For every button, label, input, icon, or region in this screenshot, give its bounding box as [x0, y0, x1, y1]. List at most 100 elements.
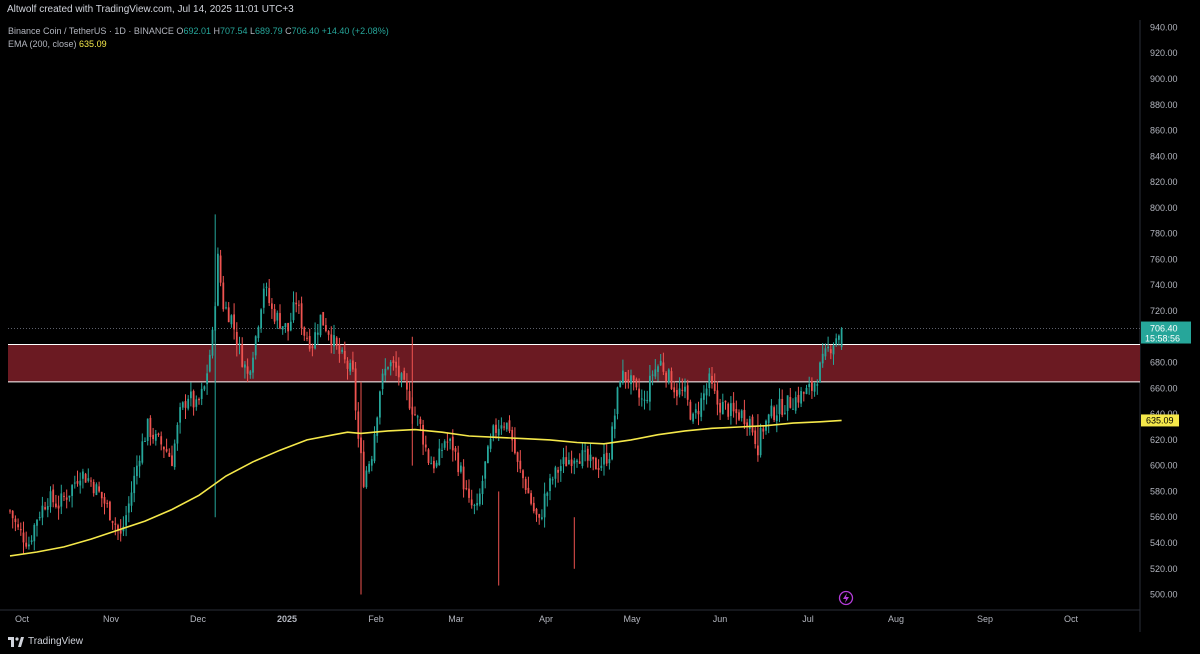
- candle-body: [797, 394, 800, 403]
- candle-body: [840, 328, 843, 348]
- candle-body: [792, 408, 794, 410]
- candle-body: [73, 482, 76, 484]
- candle-body: [22, 532, 25, 543]
- candle-body: [441, 449, 443, 451]
- chart-svg[interactable]: 940.00 920.00 900.00 880.00 860.00 840.00 820.…: [0, 20, 1200, 632]
- candle-body: [759, 427, 762, 456]
- candle-body: [289, 321, 292, 331]
- candle-body: [165, 449, 168, 452]
- candle-body: [311, 346, 314, 348]
- candle-body: [746, 422, 748, 428]
- candle-body: [838, 335, 840, 340]
- candle-body: [225, 307, 227, 309]
- candle-body: [635, 379, 638, 388]
- ema-label[interactable]: EMA (200, close): [8, 39, 77, 49]
- candle-body: [713, 383, 716, 392]
- price-tick-label: 660.00: [1150, 383, 1178, 393]
- tradingview-logo[interactable]: TradingView: [8, 636, 83, 647]
- candle-body: [276, 312, 279, 321]
- candle-body: [435, 462, 438, 467]
- candle-body: [381, 373, 384, 390]
- candle-body: [233, 314, 235, 330]
- candle-body: [379, 391, 381, 418]
- candle-body: [271, 303, 273, 309]
- candle-body: [738, 412, 740, 420]
- candle-body: [241, 344, 244, 367]
- candle-body: [171, 455, 173, 466]
- symbol-name[interactable]: Binance Coin / TetherUS · 1D · BINANCE: [8, 26, 174, 36]
- candle-body: [298, 304, 300, 306]
- price-tick-label: 940.00: [1150, 22, 1178, 32]
- candle-body: [284, 323, 287, 328]
- candle-body: [740, 410, 743, 419]
- time-tick-label: 2025: [277, 614, 297, 624]
- candle-body: [79, 480, 82, 486]
- candle-body: [219, 255, 222, 283]
- candle-body: [530, 493, 532, 504]
- candle-body: [352, 360, 354, 370]
- candle-body: [460, 465, 462, 472]
- candle-body: [554, 467, 557, 479]
- candle-body: [778, 398, 781, 415]
- candle-body: [813, 383, 816, 392]
- candle-body: [595, 458, 597, 470]
- candle-body: [449, 438, 451, 441]
- candle-body: [244, 364, 246, 368]
- candle-body: [149, 417, 152, 438]
- last-price-label: 706.40: [1150, 324, 1178, 334]
- candle-body: [508, 420, 511, 432]
- time-tick-label: May: [623, 614, 641, 624]
- candle-body: [68, 495, 71, 498]
- candle-body: [9, 510, 11, 512]
- candle-body: [762, 428, 765, 432]
- candle-body: [341, 349, 343, 352]
- candle-body: [551, 479, 554, 481]
- candle-body: [257, 327, 260, 339]
- candle-body: [38, 517, 41, 519]
- candle-body: [784, 412, 786, 414]
- candle-body: [468, 488, 470, 498]
- price-chart[interactable]: 940.00 920.00 900.00 880.00 860.00 840.00 820.…: [0, 20, 1200, 632]
- candle-body: [246, 366, 249, 374]
- candle-body: [327, 331, 330, 335]
- candle-body: [511, 429, 514, 441]
- candle-body: [559, 466, 562, 472]
- candle-body: [273, 308, 276, 322]
- candle-body: [443, 441, 446, 448]
- candle-body: [325, 325, 327, 331]
- candle-body: [457, 452, 460, 473]
- candle-body: [252, 357, 254, 373]
- price-tick-label: 900.00: [1150, 74, 1178, 84]
- candle-body: [300, 303, 303, 329]
- candle-body: [562, 457, 565, 465]
- candle-body: [678, 388, 681, 395]
- resistance-zone: [8, 344, 1140, 382]
- countdown-label: 15:58:56: [1145, 334, 1180, 344]
- candle-body: [527, 487, 530, 494]
- candle-body: [816, 384, 819, 386]
- candle-body: [184, 401, 187, 408]
- candle-body: [57, 505, 60, 509]
- symbol-legend[interactable]: Binance Coin / TetherUS · 1D · BINANCE O…: [8, 26, 389, 36]
- candle-body: [235, 331, 238, 345]
- candle-body: [619, 381, 622, 387]
- candle-body: [384, 368, 387, 376]
- candle-body: [119, 529, 122, 534]
- candle-body: [279, 313, 281, 329]
- candle-body: [454, 448, 457, 452]
- candle-body: [322, 312, 325, 326]
- candle-body: [44, 507, 46, 510]
- high-value: 707.54: [219, 26, 248, 36]
- candle-body: [314, 332, 316, 349]
- candle-body: [354, 368, 357, 411]
- candle-body: [805, 387, 808, 395]
- candle-body: [665, 372, 667, 382]
- candle-body: [343, 350, 346, 360]
- candle-body: [179, 407, 181, 423]
- candle-body: [451, 436, 454, 451]
- candle-body: [389, 362, 392, 367]
- candle-body: [141, 441, 144, 463]
- change-value: +14.40 (+2.08%): [321, 26, 389, 36]
- candle-body: [589, 454, 592, 462]
- ema-legend[interactable]: EMA (200, close) 635.09: [8, 39, 107, 49]
